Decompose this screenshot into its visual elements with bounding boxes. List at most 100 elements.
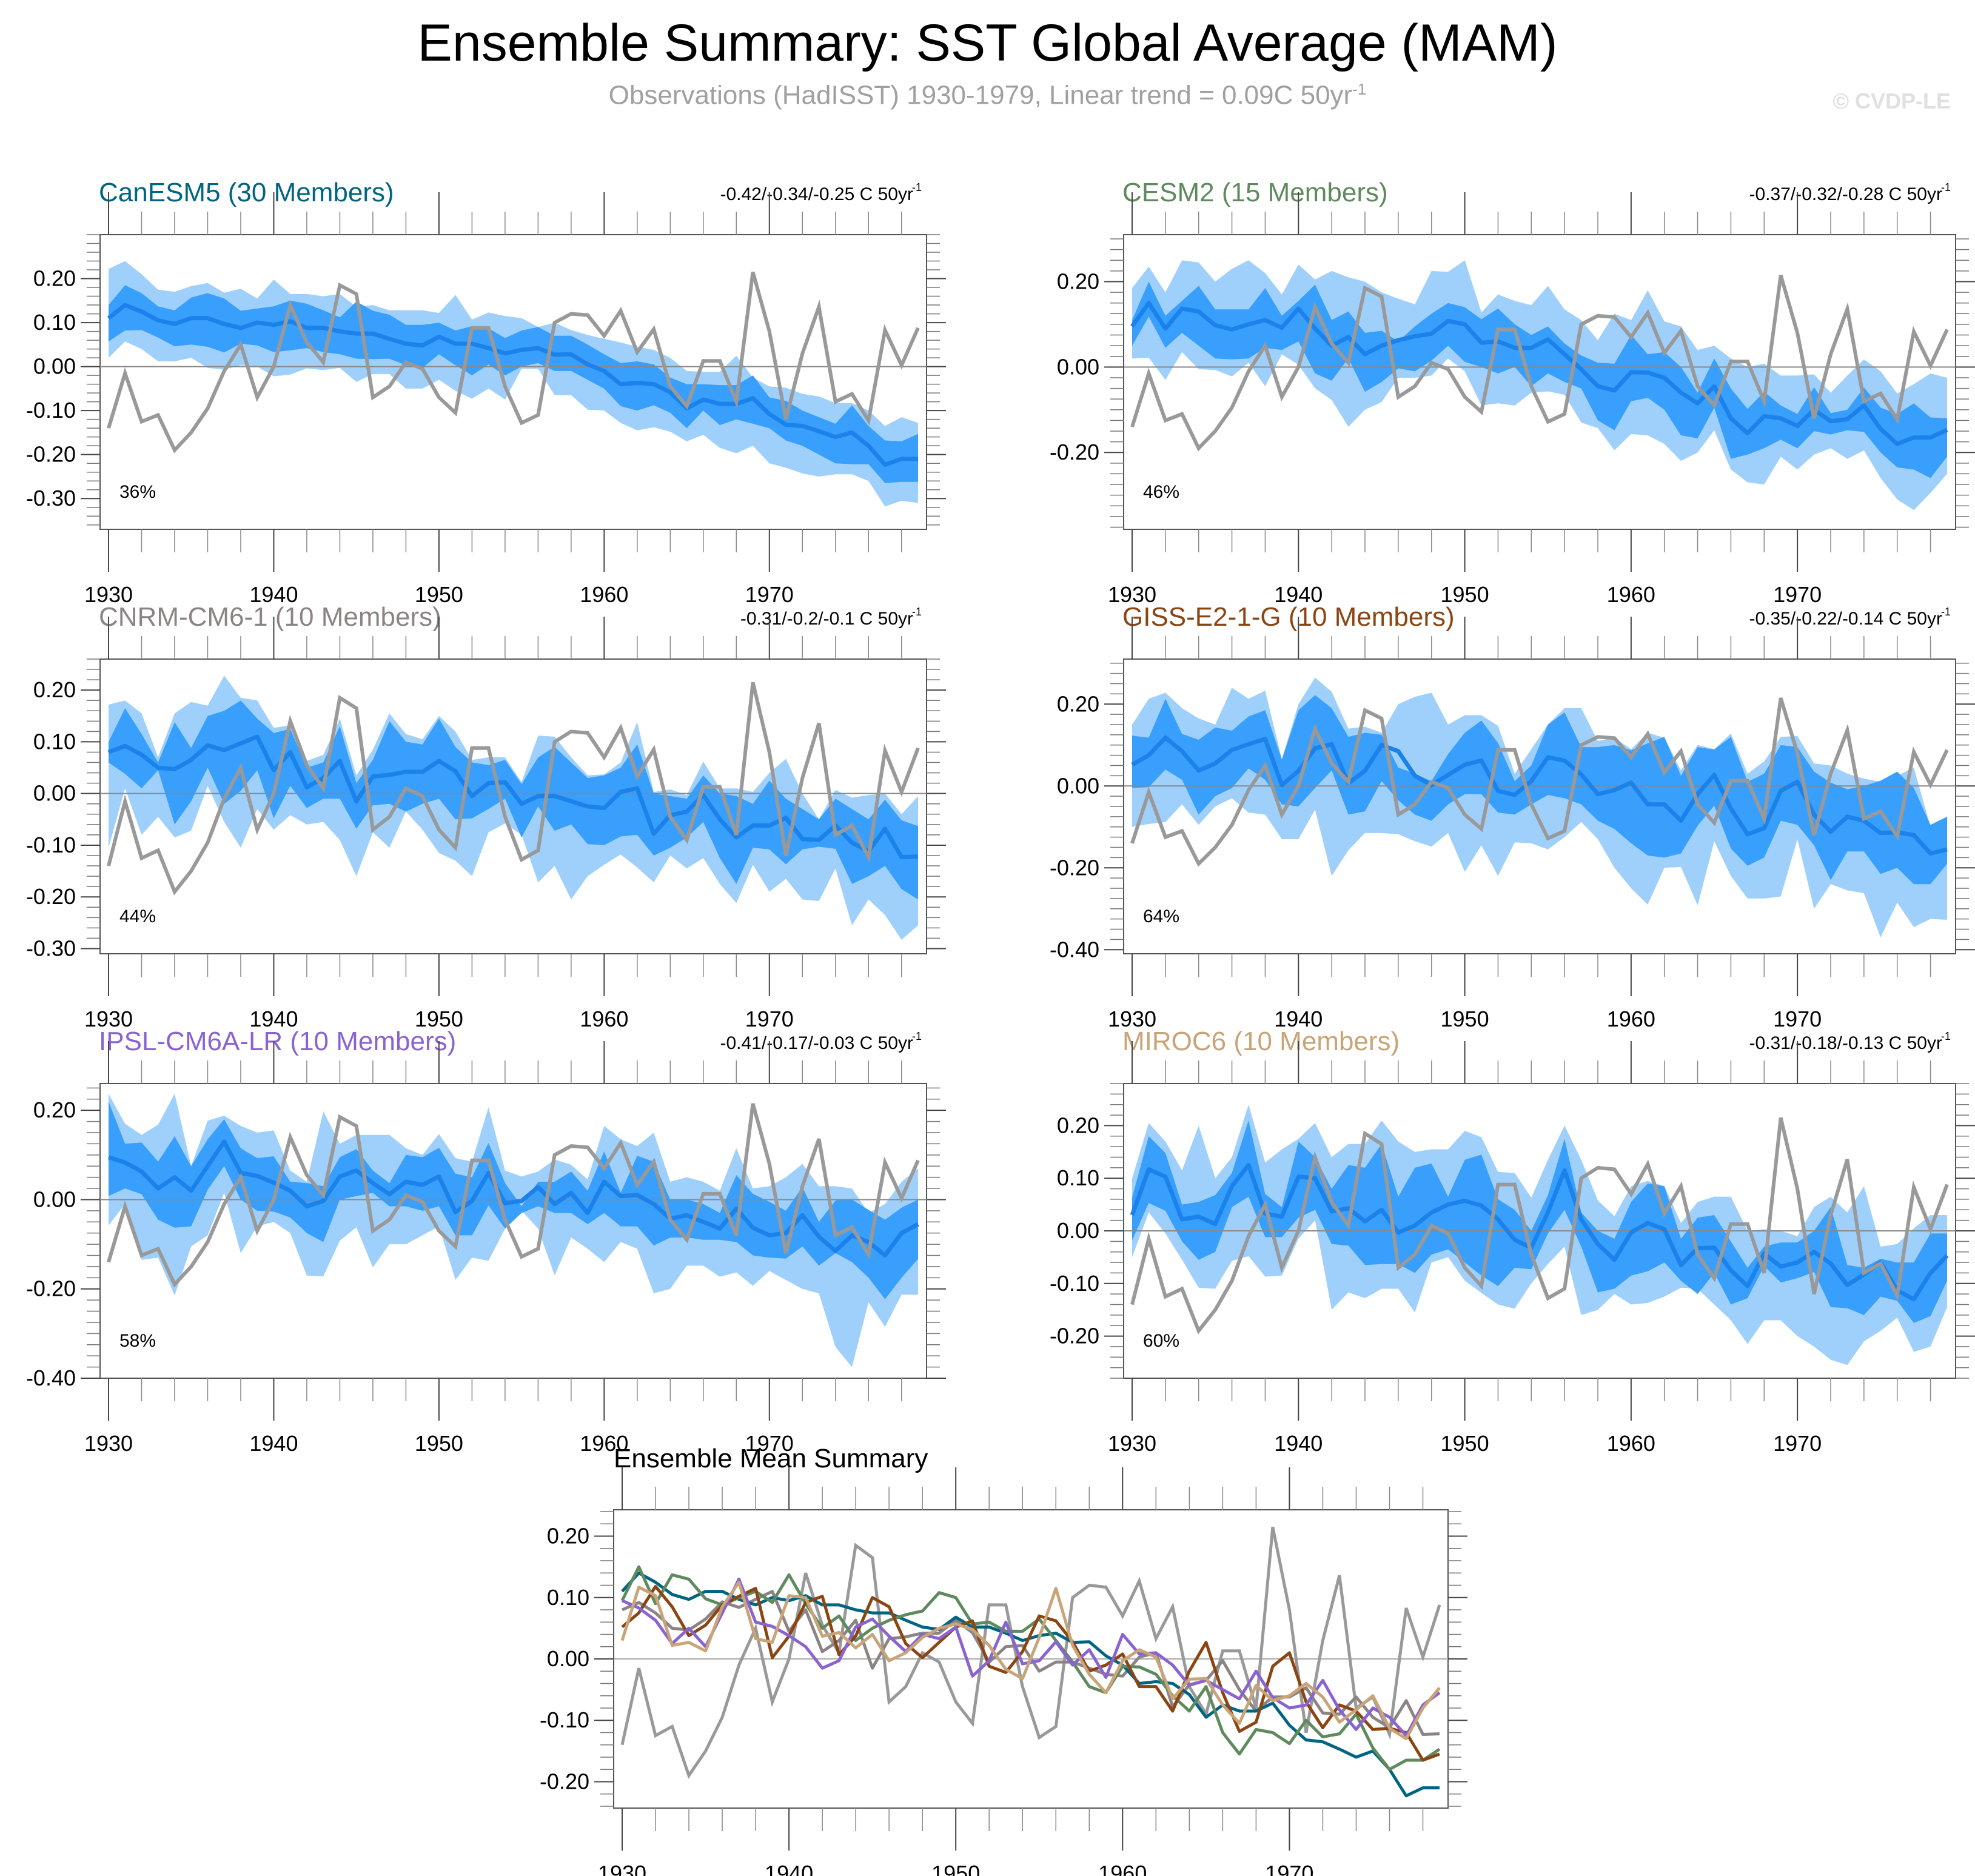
x-tick-label: 1930	[84, 1007, 133, 1031]
y-tick-label: 0.00	[33, 1187, 76, 1211]
observations-line	[1130, 1117, 1949, 1335]
x-tick-label: 1940	[1274, 1007, 1323, 1031]
miroc6-mean-line	[620, 1581, 1441, 1741]
x-tick-label: 1940	[765, 1861, 813, 1876]
ensemble-iqr-band	[1132, 695, 1947, 885]
y-tick-label: 0.10	[33, 729, 76, 754]
x-tick-label: 1960	[1607, 1007, 1655, 1031]
y-tick-label: 0.20	[1057, 1113, 1099, 1137]
x-tick-label: 1940	[249, 582, 298, 607]
observations-line	[107, 1103, 920, 1288]
trend-label: -0.37/-0.32/-0.28 C 50yr	[1749, 184, 1942, 204]
panel-title: MIROC6 (10 Members)	[1122, 1027, 1400, 1056]
x-tick-label: 1950	[931, 1861, 980, 1876]
y-tick-label: 0.20	[547, 1524, 589, 1549]
x-tick-label: 1930	[1108, 582, 1156, 607]
y-tick-label: -0.40	[26, 1365, 76, 1390]
observations-line	[107, 271, 920, 454]
y-tick-label: -0.30	[26, 936, 76, 960]
percent-rank-label: 64%	[1143, 906, 1179, 926]
giss-mean-line	[621, 1585, 1440, 1762]
percent-rank-label: 36%	[119, 482, 156, 502]
model-panel: MIROC6 (10 Members) -0.31/-0.18/-0.13 C 5…	[1050, 1027, 1975, 1456]
x-tick-label: 1960	[580, 1431, 628, 1456]
x-tick-label: 1940	[249, 1431, 298, 1456]
subtitle-text: Observations (HadISST) 1930-1979, Linear…	[608, 80, 1353, 110]
observations-line	[1130, 697, 1949, 867]
panel-title: CESM2 (15 Members)	[1122, 178, 1388, 207]
x-tick-label: 1970	[745, 1007, 794, 1031]
y-tick-label: 0.10	[1057, 1165, 1099, 1190]
y-tick-label: 0.20	[1057, 269, 1099, 293]
ensemble-iqr-band	[109, 285, 918, 483]
trend-superscript: -1	[1941, 1030, 1951, 1042]
plot-area	[1124, 260, 1956, 511]
y-tick-label: -0.20	[1050, 1324, 1099, 1348]
observations-line	[1130, 275, 1949, 452]
y-tick-label: -0.10	[26, 832, 76, 857]
percent-rank-label: 46%	[1143, 482, 1179, 502]
y-tick-label: -0.10	[540, 1707, 589, 1732]
x-tick-label: 1950	[1441, 582, 1489, 607]
percent-rank-label: 60%	[1143, 1331, 1179, 1351]
x-tick-label: 1940	[1274, 1431, 1323, 1456]
panel-title: CNRM-CM6-1 (10 Members)	[99, 602, 441, 632]
model-panel: GISS-E2-1-G (10 Members) -0.35/-0.22/-0.1…	[1050, 602, 1975, 1031]
trend-label: -0.42/-0.34/-0.25 C 50yr	[720, 184, 913, 204]
plot-area	[1124, 677, 1956, 937]
ensemble-mean-line	[1131, 735, 1948, 856]
ensemble-iqr-band	[109, 700, 918, 900]
y-tick-label: -0.20	[540, 1769, 589, 1794]
y-tick-label: -0.30	[26, 486, 76, 511]
x-tick-label: 1960	[1098, 1861, 1147, 1876]
x-tick-label: 1950	[415, 1007, 463, 1031]
trend-superscript: -1	[912, 606, 922, 618]
ensemble-mean-line	[107, 734, 919, 860]
x-tick-label: 1950	[415, 582, 463, 607]
observations-line	[107, 682, 920, 896]
x-tick-label: 1950	[415, 1431, 463, 1456]
x-tick-label: 1970	[1773, 582, 1822, 607]
x-tick-label: 1970	[1773, 1007, 1822, 1031]
trend-superscript: -1	[912, 1030, 922, 1042]
y-tick-label: -0.20	[26, 442, 76, 467]
trend-superscript: -1	[912, 181, 922, 193]
x-tick-label: 1960	[580, 582, 628, 607]
y-tick-label: 0.00	[1057, 773, 1099, 798]
y-tick-label: -0.40	[1050, 937, 1099, 962]
x-tick-label: 1970	[745, 582, 794, 607]
trend-superscript: -1	[1941, 606, 1951, 618]
plot-area	[1124, 1104, 1956, 1365]
y-tick-label: 0.00	[33, 354, 76, 379]
trend-superscript: -1	[1941, 181, 1951, 193]
figure-title: Ensemble Summary: SST Global Average (MA…	[417, 14, 1558, 72]
y-tick-label: 0.10	[547, 1585, 589, 1610]
percent-rank-label: 58%	[119, 1331, 156, 1351]
x-tick-label: 1930	[84, 582, 133, 607]
x-tick-label: 1940	[249, 1007, 298, 1031]
x-tick-label: 1950	[1441, 1007, 1489, 1031]
model-panel: CESM2 (15 Members) -0.37/-0.32/-0.28 C 50…	[1050, 178, 1975, 607]
percent-rank-label: 44%	[119, 906, 156, 926]
plot-area	[100, 261, 927, 507]
x-tick-label: 1960	[580, 1007, 628, 1031]
y-tick-label: -0.20	[26, 884, 76, 909]
y-tick-label: -0.20	[26, 1276, 76, 1301]
x-tick-label: 1950	[1441, 1431, 1489, 1456]
y-tick-label: 0.20	[33, 677, 76, 702]
panel-title: GISS-E2-1-G (10 Members)	[1122, 602, 1455, 632]
x-tick-label: 1930	[1108, 1431, 1156, 1456]
y-tick-label: -0.10	[1050, 1271, 1099, 1296]
model-panel: CanESM5 (30 Members) -0.42/-0.34/-0.25 C …	[26, 178, 946, 607]
y-tick-label: 0.00	[547, 1646, 589, 1671]
ensemble-mean-summary-panel: Ensemble Mean Summary -0.20 -0.10 0.00 0.10 0…	[540, 1444, 1467, 1876]
ipsl-mean-line	[621, 1577, 1441, 1737]
x-tick-label: 1930	[1108, 1007, 1156, 1031]
x-tick-label: 1960	[1607, 1431, 1655, 1456]
x-tick-label: 1970	[1773, 1431, 1822, 1456]
x-tick-label: 1930	[84, 1431, 133, 1456]
plot-area	[100, 1093, 927, 1367]
ensemble-mean-line	[107, 303, 918, 467]
panel-title: Ensemble Mean Summary	[614, 1444, 928, 1473]
